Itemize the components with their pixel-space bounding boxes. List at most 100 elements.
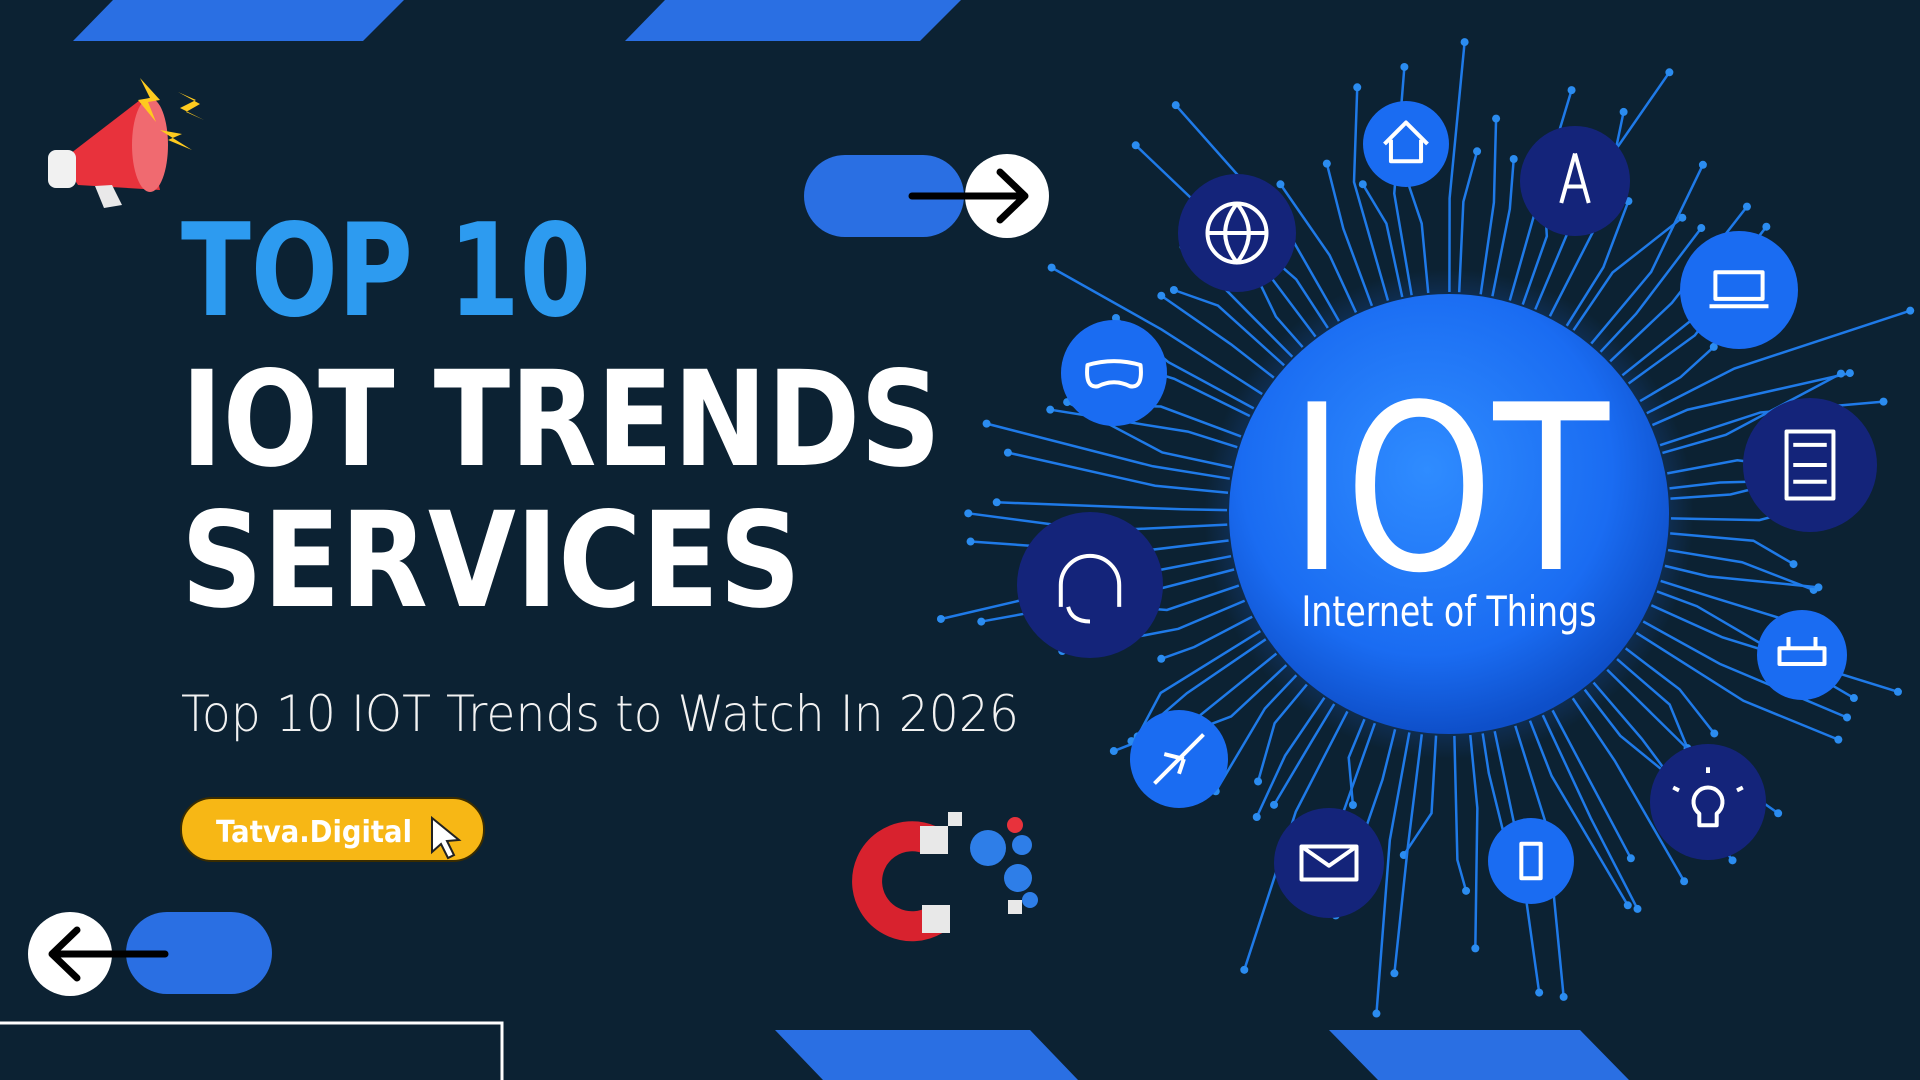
- circuit-node: [1559, 992, 1568, 1001]
- circuit-line: [1448, 41, 1466, 293]
- circuit-node: [1109, 747, 1118, 756]
- circuit-node: [1254, 777, 1263, 786]
- circuit-node: [1252, 813, 1261, 822]
- circuit-node: [1169, 285, 1178, 294]
- headline-line3: SERVICES: [181, 484, 801, 638]
- circuit-node: [1680, 877, 1689, 886]
- circuit-node: [1633, 904, 1642, 913]
- device-icon-glyph: [1299, 844, 1359, 882]
- circuit-line: [1457, 150, 1479, 293]
- device-icon-glyph: [1709, 270, 1769, 309]
- circuit-node: [1678, 213, 1687, 222]
- circuit-line: [1646, 309, 1911, 415]
- deco-frame: [0, 1021, 504, 1080]
- device-icon-glyph: [1085, 359, 1143, 389]
- arrow-left: [48, 926, 169, 982]
- circuit-node: [1003, 448, 1012, 457]
- circuit-line: [1659, 400, 1884, 447]
- circuit-node: [1460, 38, 1469, 47]
- circuit-line: [1393, 734, 1424, 974]
- circuit-node: [1709, 342, 1718, 351]
- circuit-node: [977, 617, 986, 626]
- circuit-node: [1849, 694, 1858, 703]
- badge-pill: [180, 797, 485, 862]
- device-icon-circle: [1061, 320, 1167, 426]
- device-icon-circle: [1520, 126, 1630, 236]
- circuit-node: [1492, 114, 1501, 123]
- deco-stripe: [775, 1030, 1078, 1080]
- circuit-node: [1845, 369, 1854, 378]
- circuit-line: [986, 422, 1231, 480]
- circuit-line: [1051, 266, 1263, 396]
- deco-stripe: [1329, 1030, 1629, 1080]
- circuit-line: [1402, 735, 1438, 856]
- circuit-node: [1619, 107, 1628, 116]
- circuit-node: [1171, 101, 1180, 110]
- circuit-node: [1047, 263, 1056, 272]
- circuit-line: [1572, 216, 1684, 331]
- hub-subtitle: Internet of Things: [1302, 587, 1597, 636]
- circuit-line: [1255, 697, 1326, 818]
- circuit-line: [1325, 163, 1374, 307]
- circuit-node: [1814, 583, 1823, 592]
- hub-title: IOT: [1289, 357, 1610, 624]
- circuit-node: [1348, 801, 1357, 810]
- circuit-node: [1697, 224, 1706, 233]
- circuit-line: [1007, 451, 1229, 494]
- circuit-node: [1046, 405, 1055, 414]
- device-icon-glyph: [1519, 841, 1543, 881]
- device-icon-circle: [1017, 512, 1163, 658]
- circuit-node: [1111, 313, 1120, 322]
- device-icon-circle: [1680, 231, 1798, 349]
- circuit-node: [992, 498, 1001, 507]
- circuit-node: [936, 614, 945, 623]
- badge-text: Tatva.Digital: [216, 815, 412, 850]
- circuit-node: [1774, 809, 1783, 818]
- circuit-node: [1322, 159, 1331, 168]
- circuit-line: [1667, 548, 1815, 592]
- circuit-line: [1361, 183, 1404, 298]
- circuit-line: [1616, 658, 1689, 749]
- circuit-node: [1567, 86, 1576, 95]
- circuit-node: [1372, 1009, 1381, 1018]
- circuit-node: [1473, 147, 1482, 156]
- circuit-node: [1240, 965, 1249, 974]
- circuit-node: [1843, 713, 1852, 722]
- circuit-line: [1491, 158, 1515, 297]
- hub-circle: [1229, 294, 1669, 734]
- circuit-line: [1453, 735, 1468, 892]
- circuit-line: [1590, 164, 1705, 345]
- circuit-line: [1352, 87, 1390, 301]
- circuit-node: [1742, 202, 1751, 211]
- circuit-line: [1136, 629, 1262, 737]
- circuit-node: [1400, 62, 1409, 71]
- circuit-node: [1471, 944, 1480, 953]
- circuit-node: [1353, 83, 1362, 92]
- device-icon-circle: [1757, 610, 1847, 700]
- circuit-node: [1358, 180, 1367, 189]
- circuit-line: [1635, 631, 1839, 741]
- deco-pill: [804, 155, 964, 237]
- device-icon-glyph: [1207, 202, 1267, 265]
- circuit-node: [982, 419, 991, 428]
- deco-stripe: [625, 0, 961, 41]
- circuit-node: [1728, 856, 1737, 865]
- circuit-node: [1762, 222, 1771, 231]
- circuit-node: [966, 537, 975, 546]
- circuit-line: [1479, 118, 1498, 295]
- headline-line2: IOT TRENDS: [181, 343, 941, 497]
- circuit-node: [1834, 735, 1843, 744]
- device-icon-glyph: [1559, 152, 1591, 204]
- circuit-line: [1565, 200, 1630, 327]
- device-icons: [1017, 101, 1877, 918]
- subtitle: Top 10 IOT Trends to Watch In 2026: [181, 685, 1019, 743]
- circuit-node: [1906, 306, 1915, 315]
- circuit-node: [1131, 141, 1140, 150]
- circuit-node: [1836, 369, 1845, 378]
- device-icon-glyph: [1672, 767, 1744, 828]
- circuit-line: [1670, 532, 1795, 566]
- circuit-node: [1276, 180, 1285, 189]
- arrow-right: [908, 168, 1029, 224]
